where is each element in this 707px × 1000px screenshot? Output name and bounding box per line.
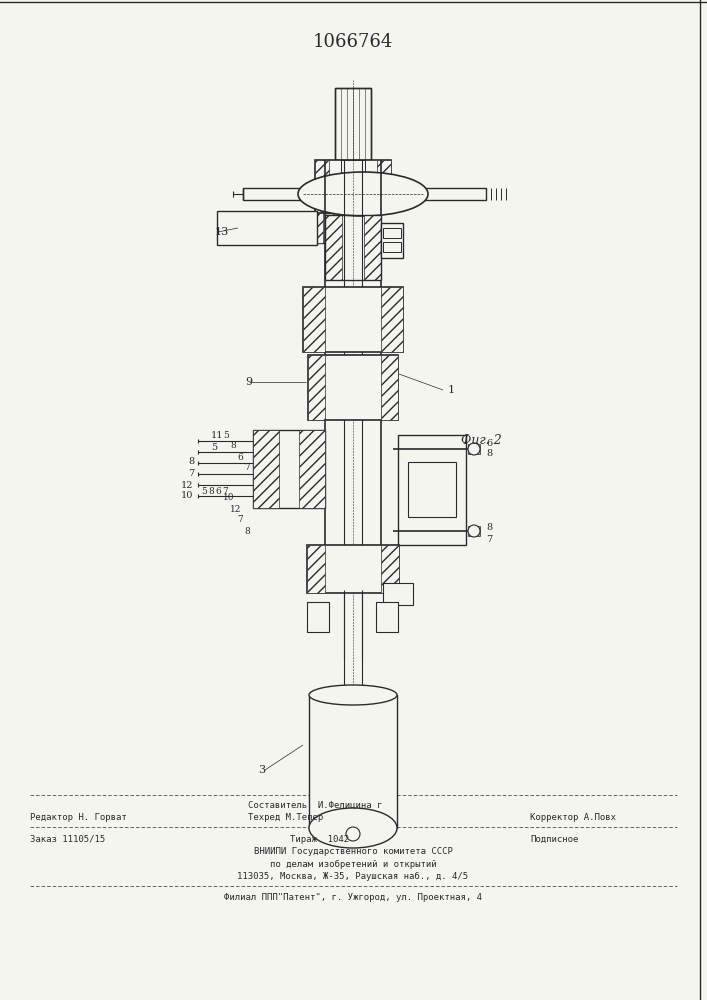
Bar [364,215,381,280]
Text: 5: 5 [211,444,217,452]
Bar [253,430,279,508]
Text: 6: 6 [237,452,243,462]
Bar [220,215,237,219]
Bar [383,583,413,605]
Text: 7: 7 [237,516,243,524]
Text: 3: 3 [258,765,265,775]
Bar [220,237,237,241]
Text: Тираж  1042: Тираж 1042 [290,834,349,844]
Text: ВНИИПИ Государственного комитета СССР: ВНИИПИ Государственного комитета СССР [254,848,452,856]
Bar [377,160,391,212]
Ellipse shape [346,827,360,841]
Bar [299,430,325,508]
Bar [253,430,325,508]
Text: Редактор Н. Горват: Редактор Н. Горват [30,812,127,822]
Bar [247,213,323,243]
Bar [307,545,399,593]
Text: 9: 9 [245,377,252,387]
Ellipse shape [309,685,397,705]
Bar [468,526,480,536]
Text: 5: 5 [201,487,207,495]
Bar [307,602,329,632]
Bar [468,444,480,454]
Bar [237,213,333,243]
Bar [381,287,403,352]
Bar [220,229,237,232]
Bar [341,160,365,212]
Bar [243,188,315,200]
Bar [381,223,403,258]
Text: Фиг. 2: Фиг. 2 [461,434,502,446]
Ellipse shape [309,808,397,848]
Bar [308,355,325,420]
Bar [408,462,456,517]
Text: Составитель  И.Фелицина г: Составитель И.Фелицина г [248,800,382,810]
Text: по делам изобретений и открытий: по делам изобретений и открытий [269,859,436,869]
Text: 13: 13 [215,227,229,237]
Text: 7: 7 [188,468,194,478]
Text: 8: 8 [486,448,492,458]
Bar [383,242,401,252]
Text: 10: 10 [181,491,194,500]
Bar [383,228,401,238]
Text: Корректор А.Повх: Корректор А.Повх [530,812,616,822]
Text: 8: 8 [244,526,250,536]
Bar [325,215,381,280]
Ellipse shape [468,525,480,537]
Text: 8: 8 [230,442,235,450]
Text: 1066764: 1066764 [313,33,393,51]
Text: 12: 12 [230,504,241,514]
Bar [303,287,403,352]
Bar [376,602,398,632]
Bar [325,215,342,280]
Text: 6: 6 [215,487,221,495]
Text: 1: 1 [448,385,455,395]
Text: 7: 7 [222,487,228,495]
Text: 113035, Москва, Ж-35, Раушская наб., д. 4/5: 113035, Москва, Ж-35, Раушская наб., д. … [238,871,469,881]
Text: Филиал ППП"Патент", г. Ужгород, ул. Проектная, 4: Филиал ППП"Патент", г. Ужгород, ул. Прое… [224,894,482,902]
Bar [220,233,237,236]
Bar [335,88,371,160]
Bar [309,695,397,828]
Bar [391,188,486,200]
Bar [220,224,237,228]
Text: 6: 6 [486,438,492,448]
Bar [398,435,466,545]
Bar [307,545,325,593]
Text: 7: 7 [244,464,250,473]
Text: Подписное: Подписное [530,834,578,844]
Text: 7: 7 [486,534,492,544]
Bar [217,211,317,245]
Text: Техред М.Тепер: Техред М.Тепер [248,812,323,822]
Bar [315,160,391,212]
Text: 10: 10 [223,493,235,502]
Text: 5: 5 [223,430,229,440]
Ellipse shape [298,172,428,216]
Text: 8: 8 [188,456,194,466]
Text: 12: 12 [181,481,194,489]
Text: Заказ 11105/15: Заказ 11105/15 [30,834,105,844]
Ellipse shape [468,443,480,455]
Bar [303,287,325,352]
Text: 11: 11 [211,432,223,440]
Bar [381,545,399,593]
Bar [308,355,398,420]
Bar [315,160,329,212]
Text: 8: 8 [486,522,492,532]
Bar [220,220,237,223]
Text: 8: 8 [208,487,214,495]
Bar [381,355,398,420]
